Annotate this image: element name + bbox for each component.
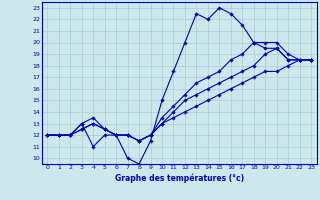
X-axis label: Graphe des températures (°c): Graphe des températures (°c) [115,173,244,183]
